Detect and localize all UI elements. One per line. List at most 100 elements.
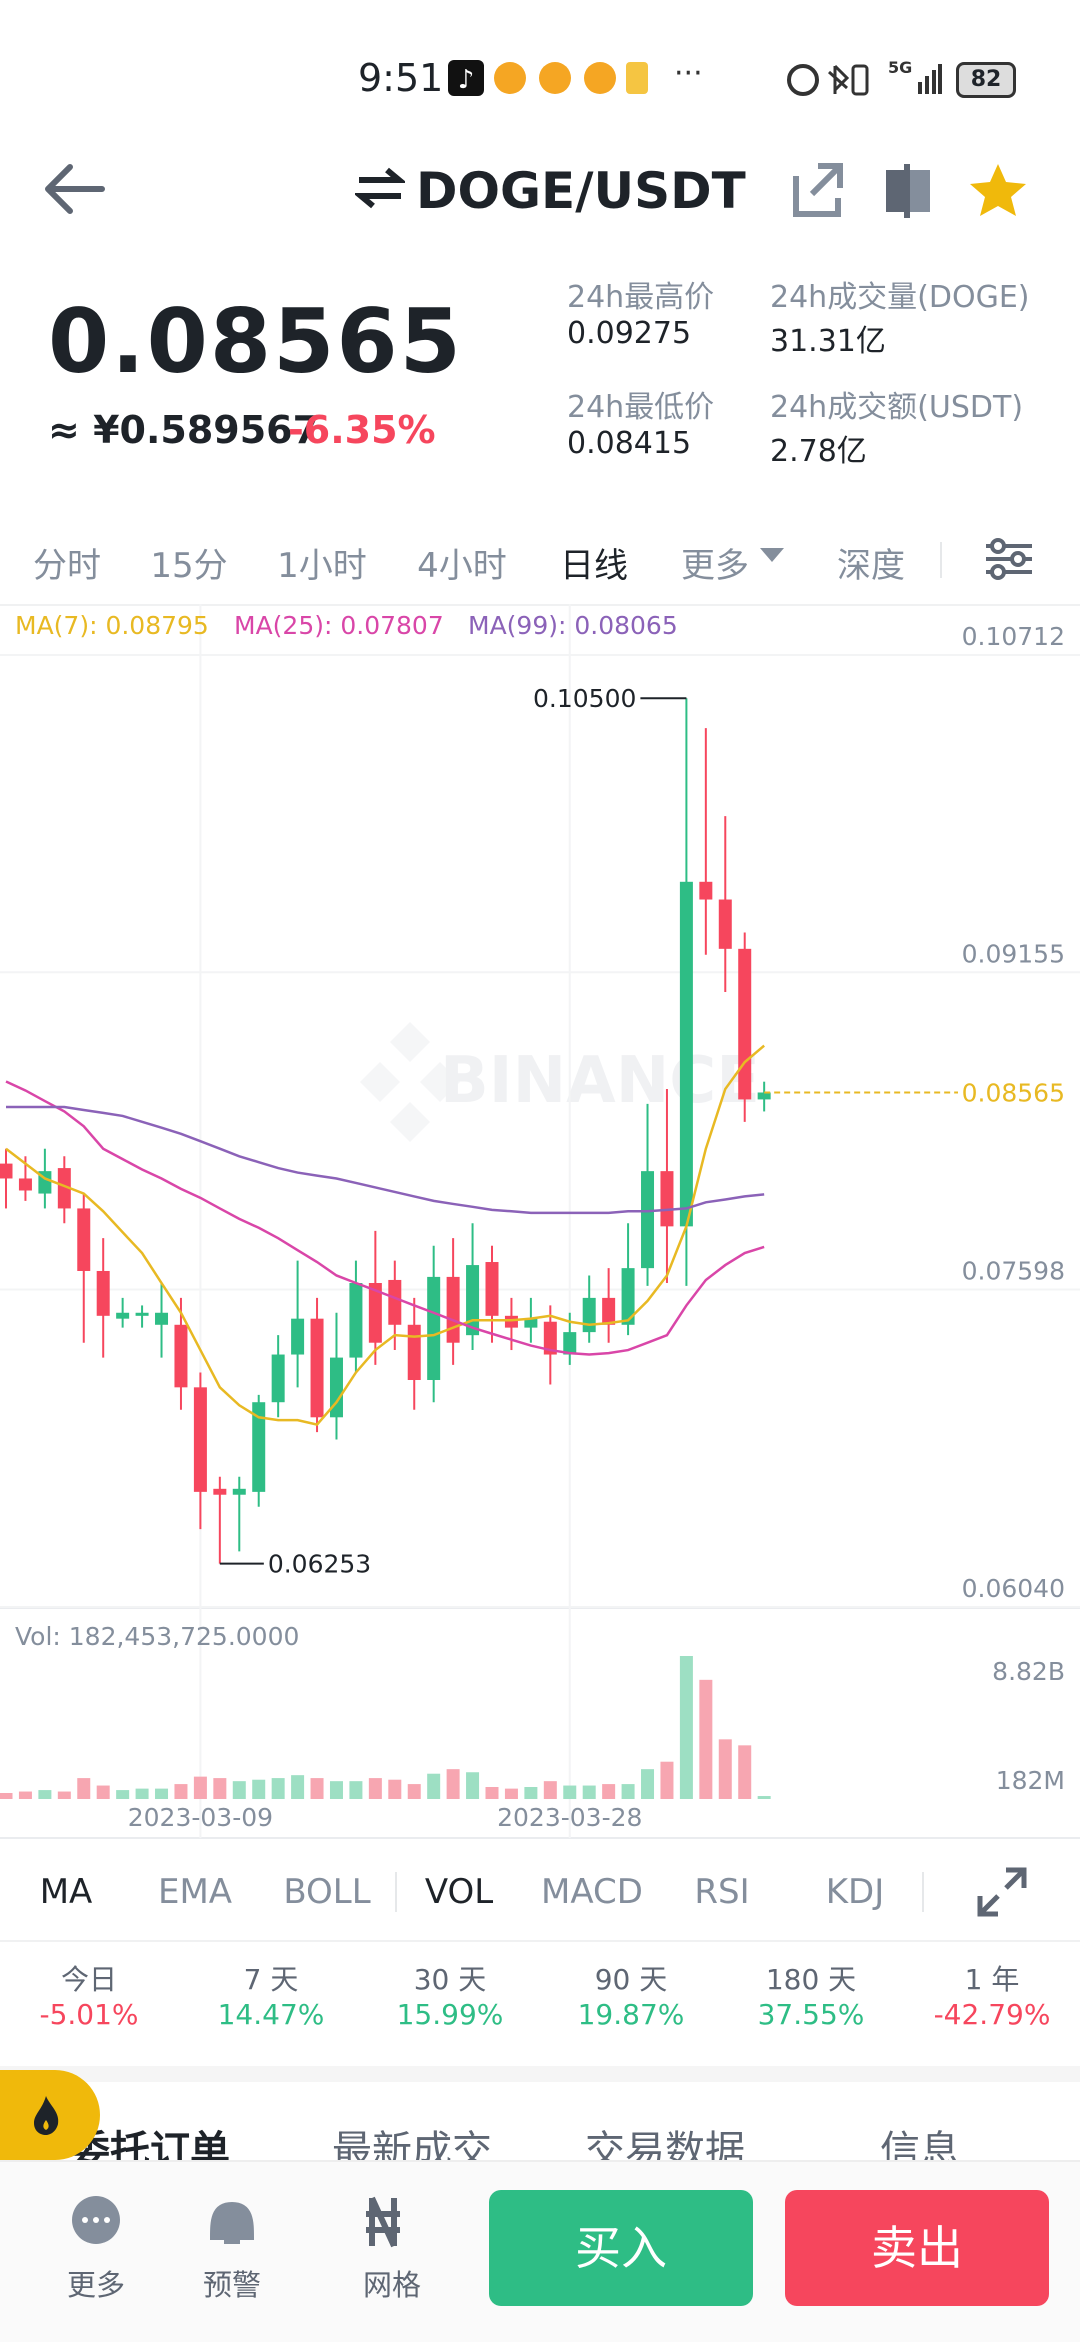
candle-body <box>699 881 713 900</box>
indicator-tab[interactable]: EMA <box>157 1872 233 1912</box>
candle-body <box>329 1357 343 1418</box>
sell-button[interactable]: 卖出 <box>785 2190 1049 2306</box>
volume-bar <box>38 1790 52 1799</box>
interval-tab[interactable]: 分时 <box>33 546 101 586</box>
candle-body <box>291 1318 305 1355</box>
volume-bar <box>602 1784 616 1799</box>
indicator-tab[interactable]: KDJ <box>825 1872 885 1912</box>
stat-label: 24h最低价 <box>567 390 715 425</box>
period-label: 90 天 <box>594 1963 668 1996</box>
candle-body <box>96 1270 110 1316</box>
x-tick-label: 2023-03-28 <box>497 1803 642 1832</box>
watermark-logo <box>360 1022 460 1142</box>
volume-bar <box>174 1784 188 1799</box>
period-change: 19.87% <box>577 1998 685 2031</box>
candle-body <box>504 1315 518 1328</box>
candle-body <box>543 1321 557 1355</box>
period-change: -42.79% <box>933 1998 1051 2031</box>
period-change: 14.47% <box>217 1998 325 2031</box>
y-tick-label: 0.09155 <box>962 939 1065 968</box>
candle-body <box>485 1262 499 1316</box>
volume-bar <box>485 1787 499 1799</box>
watermark: BINANCE <box>440 1044 760 1118</box>
interval-tab[interactable]: 1小时 <box>277 546 367 586</box>
flame-icon <box>34 2096 59 2135</box>
volume-bar <box>388 1779 402 1799</box>
buy-button[interactable]: 买入 <box>489 2190 753 2306</box>
nav-label[interactable]: 预警 <box>202 2268 262 2302</box>
volume-bar <box>0 1793 13 1799</box>
kline-chart: BINANCE 0.10712 0.09155 0.07598 0.06040 2023… <box>0 604 1080 1839</box>
candle-body <box>738 948 752 1100</box>
candle-body <box>213 1488 227 1495</box>
volume-tick-label: 182M <box>996 1766 1065 1795</box>
fullscreen-button[interactable] <box>976 1866 1028 1918</box>
status-icons: ♪ <box>448 60 648 96</box>
status-more: ··· <box>674 56 703 91</box>
status-system-icons <box>787 64 869 96</box>
candle-body <box>232 1488 246 1495</box>
candle-body <box>310 1318 324 1418</box>
volume-bar <box>291 1775 305 1799</box>
interval-tab[interactable]: 深度 <box>837 546 905 586</box>
floating-button[interactable] <box>0 2070 100 2160</box>
ma-legend: MA(7): 0.08795 <box>15 611 209 640</box>
last-price-label: 0.08565 <box>962 1078 1065 1107</box>
interval-tab-active[interactable]: 日线 <box>560 546 628 586</box>
volume-bar <box>427 1773 441 1799</box>
indicator-tab[interactable]: RSI <box>694 1872 750 1912</box>
candle-body <box>718 899 732 949</box>
candle-body <box>0 1163 13 1179</box>
candle-body <box>563 1332 577 1355</box>
candle-body <box>679 881 693 1227</box>
indicator-tab[interactable]: MACD <box>541 1872 643 1912</box>
indicator-tab-active[interactable]: MA <box>39 1872 93 1912</box>
interval-tab[interactable]: 4小时 <box>417 546 507 586</box>
divider <box>0 1940 1080 1942</box>
candle-body <box>446 1276 460 1343</box>
interval-tab[interactable]: 更多 <box>681 546 749 586</box>
volume-bar <box>135 1788 149 1799</box>
divider <box>940 542 942 578</box>
period-label: 今日 <box>60 1963 118 1996</box>
header-actions[interactable] <box>792 162 1062 218</box>
chart-settings[interactable] <box>984 536 1034 582</box>
ma-line <box>5 1080 765 1356</box>
stat-value: 0.09275 <box>567 316 692 351</box>
indicator-tab-active[interactable]: VOL <box>424 1872 494 1912</box>
last-price: 0.08565 <box>48 290 463 393</box>
interval-tab[interactable]: 15分 <box>150 546 228 586</box>
candle-body <box>271 1354 285 1403</box>
candle-body <box>524 1318 538 1328</box>
volume-bar <box>18 1791 32 1799</box>
nav-label[interactable]: 网格 <box>362 2268 422 2302</box>
candle-body <box>116 1312 130 1319</box>
y-tick-label: 0.06040 <box>962 1574 1065 1603</box>
volume-bar <box>757 1796 771 1799</box>
candle-body <box>407 1324 421 1381</box>
candle-body <box>660 1171 674 1227</box>
pair-title: DOGE/USDT <box>416 162 746 220</box>
svg-text:♪: ♪ <box>458 65 475 95</box>
candle-body <box>135 1312 149 1316</box>
indicator-tab[interactable]: BOLL <box>283 1872 371 1912</box>
swap-icon[interactable] <box>355 166 405 210</box>
max-label: 0.10500 <box>533 684 636 713</box>
nav-label[interactable]: 更多 <box>66 2268 126 2302</box>
volume-bar <box>660 1761 674 1799</box>
volume-bar <box>466 1772 480 1799</box>
volume-bar <box>699 1679 713 1799</box>
back-button[interactable] <box>40 162 110 216</box>
divider <box>395 1872 397 1912</box>
ma-legend: MA(25): 0.07807 <box>234 611 444 640</box>
status-network: 5G <box>888 58 913 77</box>
volume-bar <box>310 1778 324 1799</box>
candle-body <box>155 1312 169 1325</box>
candle-body <box>427 1276 441 1381</box>
period-change: -5.01% <box>39 1998 139 2031</box>
volume-bar <box>252 1779 266 1799</box>
volume-bar <box>504 1788 518 1799</box>
ma-line <box>5 1044 765 1427</box>
stat-value: 31.31亿 <box>770 324 886 359</box>
